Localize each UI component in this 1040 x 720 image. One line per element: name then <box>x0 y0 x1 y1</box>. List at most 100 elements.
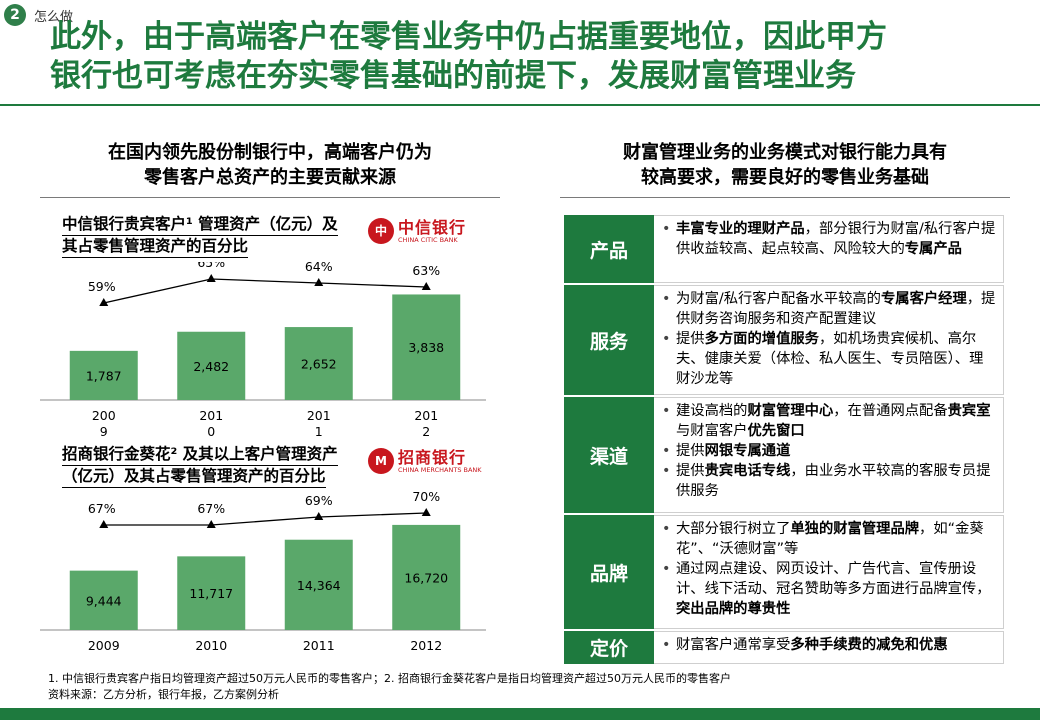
cmb-logo-en: CHINA MERCHANTS BANK <box>398 465 482 474</box>
citic-share-label-2010: 65% <box>197 262 225 270</box>
capability-row-5: 定价财富客户通常享受多种手续费的减免和优惠 <box>564 631 1004 664</box>
cmb-value-label-2011: 14,364 <box>297 578 341 593</box>
cmb-bar-2011 <box>284 539 353 630</box>
capability-row-body: 大部分银行树立了单独的财富管理品牌，如“金葵花”、“沃德财富”等通过网点建设、网… <box>654 515 1004 629</box>
citic-logo-mark: 中 <box>368 218 394 244</box>
citic-bar-2010 <box>177 331 246 400</box>
citic-bank-logo: 中 中信银行 CHINA CITIC BANK <box>368 218 466 244</box>
citic-category-label-2009-part-2: 9 <box>100 424 108 439</box>
citic-category-label-2011-part-2: 1 <box>315 424 323 439</box>
cmb-value-label-2012: 16,720 <box>404 570 448 585</box>
page-title-line-1: 此外，由于高端客户在零售业务中仍占据重要地位，因此甲方 <box>50 19 887 55</box>
cmb-bank-logo: M 招商银行 CHINA MERCHANTS BANK <box>368 448 482 474</box>
bullet-text: 大部分银行树立了 <box>676 521 791 537</box>
citic-chart: 1,78720092,48220102,65220113,838201259%6… <box>40 262 486 439</box>
right-heading: 财富管理业务的业务模式对银行能力具有 较高要求，需要良好的零售业务基础 <box>560 140 1010 190</box>
bullet-highlight: 财富管理中心 <box>747 403 834 419</box>
bullet-text: 为财富/私行客户配备水平较高的 <box>676 291 881 307</box>
cmb-category-label-2009: 2009 <box>88 638 120 653</box>
bullet-text: ，提供财务咨询服务和资产配置建议 <box>676 291 996 327</box>
citic-category-label-2012-part-1: 201 <box>414 408 438 423</box>
bullet-highlight: 专属产品 <box>904 241 962 257</box>
bullet-item: 建设高档的财富管理中心，在普通网点配备贵宾室与财富客户优先窗口 <box>662 401 997 441</box>
cmb-share-line <box>103 512 427 526</box>
cmb-chart: 9,444 2009 11,717 2010 14,364 2011 16,720 2012 6… <box>40 492 486 653</box>
bullet-text: ，由业务水平较高的客服专员提供服务 <box>676 463 991 499</box>
bullet-item: 财富客户通常享受多种手续费的减免和优惠 <box>662 635 997 655</box>
bullet-highlight: 多种手续费的减免和优惠 <box>790 637 948 653</box>
right-heading-divider <box>560 197 1010 198</box>
capability-row-4: 品牌大部分银行树立了单独的财富管理品牌，如“金葵花”、“沃德财富”等通过网点建设… <box>564 515 1004 629</box>
cmb-value-label-2010: 11,717 <box>189 586 233 601</box>
cmb-share-label-2012: 70% <box>412 492 440 504</box>
citic-chart-title-line-2: 其占零售管理资产的百分比 <box>62 236 249 258</box>
bullet-text: 通过网点建设、网页设计、广告代言、宣传册设计、线下活动、冠名赞助等多方面进行品牌… <box>676 561 991 597</box>
citic-bar-2011 <box>284 327 353 400</box>
title-divider <box>0 104 1040 106</box>
citic-share-label-2012: 63% <box>412 263 440 278</box>
cmb-bar-2010 <box>177 556 246 630</box>
cmb-share-marker-2010 <box>206 520 216 528</box>
capability-row-body: 丰富专业的理财产品，部分银行为财富/私行客户提供收益较高、起点较高、风险较大的专… <box>654 215 1004 283</box>
cmb-share-marker-2012 <box>421 508 431 516</box>
capability-row-label: 定价 <box>564 631 654 664</box>
bullet-highlight: 单独的财富管理品牌 <box>790 521 920 537</box>
bullet-item: 提供贵宾电话专线，由业务水平较高的客服专员提供服务 <box>662 461 997 501</box>
cmb-chart-title-line-1: 招商银行金葵花² 及其以上客户管理资产 <box>62 444 338 466</box>
cmb-category-label-2010: 2010 <box>195 638 227 653</box>
page-title: 此外，由于高端客户在零售业务中仍占据重要地位，因此甲方 银行也可考虑在夯实零售基… <box>50 18 1010 96</box>
bullet-highlight: 专属客户经理 <box>880 291 967 307</box>
capability-row-label: 产品 <box>564 215 654 283</box>
bullet-list: 大部分银行树立了单独的财富管理品牌，如“金葵花”、“沃德财富”等通过网点建设、网… <box>662 519 997 619</box>
cmb-bar-2009 <box>69 570 138 630</box>
capability-row-1: 产品丰富专业的理财产品，部分银行为财富/私行客户提供收益较高、起点较高、风险较大… <box>564 215 1004 283</box>
bullet-list: 建设高档的财富管理中心，在普通网点配备贵宾室与财富客户优先窗口提供网银专属通道提… <box>662 401 997 501</box>
bullet-text: 提供 <box>676 331 705 347</box>
bullet-text: ，在普通网点配备 <box>833 403 948 419</box>
citic-share-marker-2011 <box>314 278 324 286</box>
bullet-highlight: 丰富专业的理财产品 <box>676 221 805 237</box>
capability-row-2: 服务为财富/私行客户配备水平较高的专属客户经理，提供财务咨询服务和资产配置建议提… <box>564 285 1004 395</box>
bullet-text: ，如机场贵宾候机、高尔夫、健康关爱（体检、私人医生、专员陪医）、理财沙龙等 <box>676 331 984 387</box>
bullet-highlight: 贵宾电话专线 <box>704 463 791 479</box>
right-heading-line-2: 较高要求，需要良好的零售业务基础 <box>641 167 929 188</box>
cmb-share-marker-2009 <box>99 520 109 528</box>
citic-logo-cn: 中信银行 <box>398 217 467 237</box>
citic-category-label-2010-part-1: 201 <box>199 408 223 423</box>
left-heading: 在国内领先股份制银行中，高端客户仍为 零售客户总资产的主要贡献来源 <box>40 140 500 190</box>
cmb-share-marker-2011 <box>314 512 324 520</box>
bullet-text: 与财富客户 <box>676 423 748 439</box>
bullet-text: 财富客户通常享受 <box>676 637 791 653</box>
bullet-highlight: 优先窗口 <box>747 423 805 439</box>
bullet-text: 提供 <box>676 463 705 479</box>
citic-share-marker-2012 <box>421 282 431 290</box>
cmb-category-label-2011: 2011 <box>303 638 335 653</box>
footnote-definitions: 1. 中信银行贵宾客户指日均管理资产超过50万元人民币的零售客户；2. 招商银行… <box>48 672 731 685</box>
footnote-sources: 资料来源：乙方分析，银行年报，乙方案例分析 <box>48 688 279 701</box>
bullet-text: ，如“金葵花”、“沃德财富”等 <box>676 521 984 557</box>
citic-chart-title: 中信银行贵宾客户¹ 管理资产（亿元）及 其占零售管理资产的百分比 <box>62 214 338 258</box>
cmb-share-label-2009: 67% <box>88 501 116 516</box>
bullet-item: 通过网点建设、网页设计、广告代言、宣传册设计、线下活动、冠名赞助等多方面进行品牌… <box>662 559 997 619</box>
capability-row-label: 渠道 <box>564 397 654 513</box>
citic-value-label-2009: 1,787 <box>86 368 122 383</box>
cmb-value-label-2009: 9,444 <box>86 593 122 608</box>
capability-row-label: 品牌 <box>564 515 654 629</box>
bullet-list: 为财富/私行客户配备水平较高的专属客户经理，提供财务咨询服务和资产配置建议提供多… <box>662 289 997 389</box>
bullet-item: 为财富/私行客户配备水平较高的专属客户经理，提供财务咨询服务和资产配置建议 <box>662 289 997 329</box>
bullet-text: ，部分银行为财富/私行客户提供收益较高、起点较高、风险较大的 <box>676 221 996 257</box>
citic-share-label-2009: 59% <box>88 279 116 294</box>
citic-bar-2012 <box>392 294 461 400</box>
step-number-badge: 2 <box>4 4 26 26</box>
bullet-text: 提供 <box>676 443 705 459</box>
citic-value-label-2011: 2,652 <box>301 357 337 372</box>
cmb-share-label-2011: 69% <box>305 493 333 508</box>
bottom-bar <box>0 708 1040 720</box>
citic-bar-2009 <box>69 350 138 400</box>
capability-row-3: 渠道建设高档的财富管理中心，在普通网点配备贵宾室与财富客户优先窗口提供网银专属通… <box>564 397 1004 513</box>
bullet-item: 提供多方面的增值服务，如机场贵宾候机、高尔夫、健康关爱（体检、私人医生、专员陪医… <box>662 329 997 389</box>
left-heading-line-1: 在国内领先股份制银行中，高端客户仍为 <box>108 142 432 163</box>
citic-category-label-2011-part-1: 201 <box>307 408 331 423</box>
left-heading-divider <box>40 197 500 198</box>
bullet-item: 大部分银行树立了单独的财富管理品牌，如“金葵花”、“沃德财富”等 <box>662 519 997 559</box>
